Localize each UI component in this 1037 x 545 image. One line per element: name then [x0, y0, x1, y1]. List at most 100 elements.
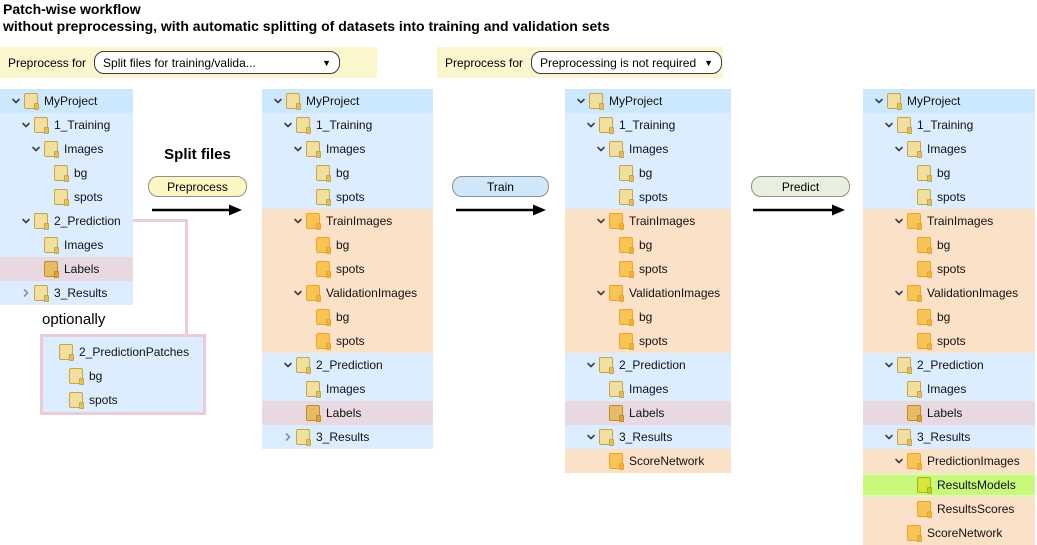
- train-button[interactable]: Train: [452, 176, 549, 197]
- tree-row[interactable]: TrainImages: [262, 209, 433, 233]
- tree-row[interactable]: bg: [262, 161, 433, 185]
- tree-row[interactable]: Images: [262, 137, 433, 161]
- tree-row[interactable]: bg: [565, 305, 731, 329]
- tree-row[interactable]: bg: [0, 161, 133, 185]
- tree-row[interactable]: 3_Results: [565, 425, 731, 449]
- chevron-down-icon[interactable]: [596, 288, 606, 298]
- tree-row[interactable]: spots: [863, 329, 1035, 353]
- tree-row[interactable]: spots: [262, 185, 433, 209]
- chevron-down-icon[interactable]: [21, 120, 31, 130]
- chevron-down-icon[interactable]: [884, 360, 894, 370]
- tree-row[interactable]: Images: [863, 137, 1035, 161]
- tree-row[interactable]: spots: [0, 185, 133, 209]
- tree-row[interactable]: 1_Training: [262, 113, 433, 137]
- tree-row[interactable]: spots: [565, 185, 731, 209]
- preprocess-mode-dropdown-1[interactable]: Split files for training/valida... ▼: [94, 51, 341, 74]
- tree-item-label: MyProject: [907, 94, 961, 108]
- tree-row[interactable]: Images: [565, 137, 731, 161]
- tree-row[interactable]: spots: [565, 329, 731, 353]
- tree-row[interactable]: bg: [565, 233, 731, 257]
- chevron-right-icon[interactable]: [283, 432, 293, 442]
- tree-row[interactable]: ScoreNetwork: [863, 521, 1035, 545]
- tree-row[interactable]: MyProject: [262, 89, 433, 113]
- tree-row[interactable]: Labels: [565, 401, 731, 425]
- chevron-down-icon[interactable]: [894, 288, 904, 298]
- chevron-down-icon[interactable]: [596, 144, 606, 154]
- tree-row[interactable]: Images: [0, 137, 133, 161]
- folder-tab: [927, 487, 932, 494]
- chevron-down-icon[interactable]: [596, 216, 606, 226]
- folder-tab: [629, 247, 634, 254]
- tree-row[interactable]: MyProject: [0, 89, 133, 113]
- tree-row[interactable]: Images: [0, 233, 133, 257]
- tree-row[interactable]: ResultsModels: [863, 473, 1035, 497]
- tree-row[interactable]: 1_Training: [0, 113, 133, 137]
- chevron-down-icon[interactable]: [894, 144, 904, 154]
- tree-row[interactable]: 2_Prediction: [863, 353, 1035, 377]
- chevron-down-icon[interactable]: [293, 288, 303, 298]
- tree-row[interactable]: 1_Training: [863, 113, 1035, 137]
- folder-icon: [44, 261, 59, 278]
- tree-row[interactable]: MyProject: [565, 89, 731, 113]
- tree-row[interactable]: bg: [43, 364, 203, 388]
- tree-row[interactable]: Labels: [0, 257, 133, 281]
- tree-row[interactable]: bg: [262, 233, 433, 257]
- chevron-down-icon[interactable]: [273, 96, 283, 106]
- tree-row[interactable]: spots: [863, 185, 1035, 209]
- tree-row[interactable]: bg: [863, 161, 1035, 185]
- tree-row[interactable]: ResultsScores: [863, 497, 1035, 521]
- tree-row[interactable]: spots: [863, 257, 1035, 281]
- tree-row[interactable]: bg: [863, 233, 1035, 257]
- tree-row[interactable]: 2_Prediction: [565, 353, 731, 377]
- tree-row[interactable]: ScoreNetwork: [565, 449, 731, 473]
- chevron-down-icon[interactable]: [293, 144, 303, 154]
- preprocess-button[interactable]: Preprocess: [148, 176, 247, 197]
- tree-row[interactable]: Images: [262, 377, 433, 401]
- chevron-down-icon[interactable]: [11, 96, 21, 106]
- tree-row[interactable]: 3_Results: [0, 281, 133, 305]
- chevron-down-icon[interactable]: [884, 120, 894, 130]
- tree-row[interactable]: ValidationImages: [565, 281, 731, 305]
- tree-row[interactable]: 3_Results: [262, 425, 433, 449]
- chevron-down-icon[interactable]: [586, 432, 596, 442]
- tree-row[interactable]: ValidationImages: [863, 281, 1035, 305]
- tree-row[interactable]: Labels: [863, 401, 1035, 425]
- tree-row[interactable]: bg: [565, 161, 731, 185]
- tree-row[interactable]: 2_Prediction: [262, 353, 433, 377]
- tree-row[interactable]: Images: [863, 377, 1035, 401]
- chevron-right-icon[interactable]: [21, 288, 31, 298]
- chevron-down-icon[interactable]: [874, 96, 884, 106]
- chevron-down-icon[interactable]: [586, 120, 596, 130]
- tree-row[interactable]: PredictionImages: [863, 449, 1035, 473]
- chevron-down-icon[interactable]: [283, 360, 293, 370]
- chevron-down-icon[interactable]: [586, 360, 596, 370]
- tree-row[interactable]: spots: [262, 257, 433, 281]
- tree-row[interactable]: Images: [565, 377, 731, 401]
- predict-button[interactable]: Predict: [751, 176, 850, 197]
- tree-row[interactable]: spots: [43, 388, 203, 412]
- tree-row[interactable]: 3_Results: [863, 425, 1035, 449]
- tree-row[interactable]: spots: [262, 329, 433, 353]
- tree-item-label: spots: [937, 334, 966, 348]
- chevron-down-icon[interactable]: [293, 216, 303, 226]
- chevron-down-icon[interactable]: [21, 216, 31, 226]
- preprocess-mode-dropdown-2[interactable]: Preprocessing is not required ▼: [531, 51, 723, 74]
- tree-row[interactable]: 1_Training: [565, 113, 731, 137]
- chevron-down-icon[interactable]: [894, 456, 904, 466]
- tree-row[interactable]: ValidationImages: [262, 281, 433, 305]
- tree-row[interactable]: Labels: [262, 401, 433, 425]
- chevron-down-icon[interactable]: [31, 144, 41, 154]
- chevron-down-icon[interactable]: [576, 96, 586, 106]
- tree-row[interactable]: 2_Prediction: [0, 209, 133, 233]
- tree-row[interactable]: TrainImages: [565, 209, 731, 233]
- tree-row[interactable]: TrainImages: [863, 209, 1035, 233]
- tree-row[interactable]: 2_PredictionPatches: [43, 340, 203, 364]
- tree-row[interactable]: MyProject: [863, 89, 1035, 113]
- tree-row[interactable]: spots: [565, 257, 731, 281]
- chevron-down-icon[interactable]: [894, 216, 904, 226]
- tree-row[interactable]: bg: [262, 305, 433, 329]
- tree-row[interactable]: bg: [863, 305, 1035, 329]
- chevron-down-icon[interactable]: [283, 120, 293, 130]
- folder-icon: [316, 309, 331, 326]
- chevron-down-icon[interactable]: [884, 432, 894, 442]
